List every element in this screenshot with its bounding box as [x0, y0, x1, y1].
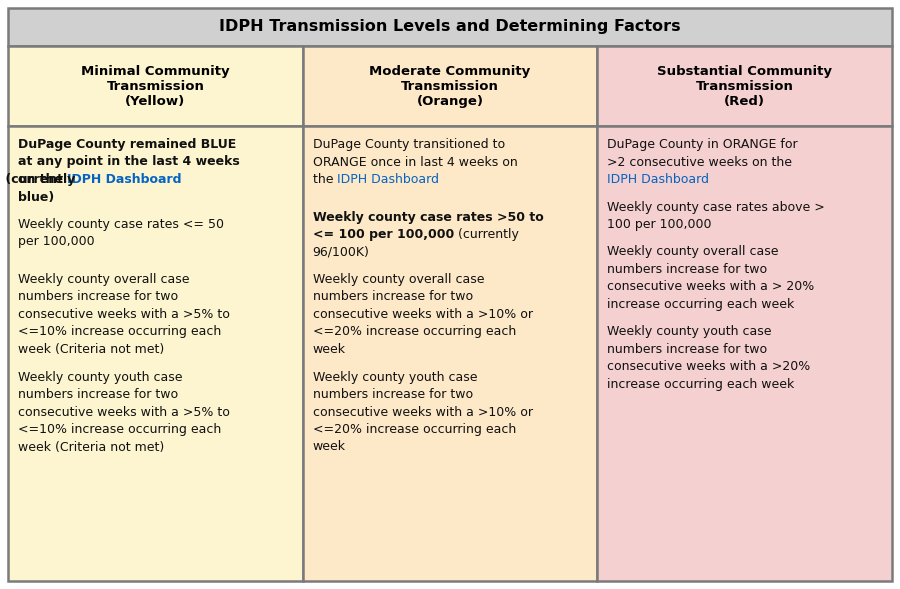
Text: numbers increase for two: numbers increase for two: [312, 290, 472, 303]
Text: Minimal Community
Transmission
(Yellow): Minimal Community Transmission (Yellow): [81, 65, 230, 108]
Text: consecutive weeks with a >10% or: consecutive weeks with a >10% or: [312, 308, 533, 321]
Text: numbers increase for two: numbers increase for two: [608, 263, 768, 276]
Text: 100 per 100,000: 100 per 100,000: [608, 218, 712, 231]
Text: week (Criteria not met): week (Criteria not met): [18, 343, 164, 356]
Text: <= 100 per 100,000: <= 100 per 100,000: [312, 228, 454, 241]
Text: <=10% increase occurring each: <=10% increase occurring each: [18, 423, 221, 436]
Bar: [302, 46, 598, 126]
Text: consecutive weeks with a >10% or: consecutive weeks with a >10% or: [312, 405, 533, 419]
Text: blue): blue): [18, 190, 54, 204]
Text: Weekly county case rates >50 to: Weekly county case rates >50 to: [312, 210, 544, 223]
Text: Weekly county overall case: Weekly county overall case: [608, 246, 778, 259]
Text: ORANGE once in last 4 weeks on: ORANGE once in last 4 weeks on: [312, 155, 518, 168]
Bar: [8, 8, 892, 46]
Bar: [8, 126, 302, 581]
Text: Weekly county youth case: Weekly county youth case: [608, 326, 772, 339]
Text: Weekly county case rates above >: Weekly county case rates above >: [608, 200, 825, 213]
Text: consecutive weeks with a > 20%: consecutive weeks with a > 20%: [608, 280, 814, 293]
Text: numbers increase for two: numbers increase for two: [608, 343, 768, 356]
Text: numbers increase for two: numbers increase for two: [18, 388, 178, 401]
Text: <=20% increase occurring each: <=20% increase occurring each: [312, 326, 516, 339]
Text: IDPH Dashboard: IDPH Dashboard: [68, 173, 182, 186]
Bar: [8, 46, 302, 126]
Text: (currently: (currently: [1, 173, 76, 186]
Text: Moderate Community
Transmission
(Orange): Moderate Community Transmission (Orange): [369, 65, 531, 108]
Text: IDPH Dashboard: IDPH Dashboard: [338, 173, 439, 186]
Text: IDPH Transmission Levels and Determining Factors: IDPH Transmission Levels and Determining…: [220, 19, 680, 35]
Text: on the: on the: [18, 173, 68, 186]
Bar: [598, 126, 892, 581]
Text: per 100,000: per 100,000: [18, 236, 94, 249]
Text: increase occurring each week: increase occurring each week: [608, 298, 795, 311]
Text: Weekly county youth case: Weekly county youth case: [312, 370, 477, 383]
Text: (currently: (currently: [454, 228, 518, 241]
Text: week (Criteria not met): week (Criteria not met): [18, 441, 164, 454]
Text: at any point in the last 4 weeks: at any point in the last 4 weeks: [18, 155, 239, 168]
Text: numbers increase for two: numbers increase for two: [312, 388, 472, 401]
Text: consecutive weeks with a >20%: consecutive weeks with a >20%: [608, 360, 811, 373]
Text: >2 consecutive weeks on the: >2 consecutive weeks on the: [608, 155, 792, 168]
Text: consecutive weeks with a >5% to: consecutive weeks with a >5% to: [18, 405, 230, 419]
Text: increase occurring each week: increase occurring each week: [608, 378, 795, 391]
Text: Weekly county case rates <= 50: Weekly county case rates <= 50: [18, 218, 224, 231]
Text: week: week: [312, 441, 346, 454]
Text: 96/100K): 96/100K): [312, 246, 370, 259]
Text: Weekly county youth case: Weekly county youth case: [18, 370, 183, 383]
Text: <=10% increase occurring each: <=10% increase occurring each: [18, 326, 221, 339]
Text: Weekly county overall case: Weekly county overall case: [312, 273, 484, 286]
Text: consecutive weeks with a >5% to: consecutive weeks with a >5% to: [18, 308, 230, 321]
Text: Substantial Community
Transmission
(Red): Substantial Community Transmission (Red): [657, 65, 832, 108]
Bar: [302, 126, 598, 581]
Text: DuPage County in ORANGE for: DuPage County in ORANGE for: [608, 138, 798, 151]
Text: IDPH Dashboard: IDPH Dashboard: [608, 173, 709, 186]
Text: numbers increase for two: numbers increase for two: [18, 290, 178, 303]
Bar: [598, 46, 892, 126]
Text: <=20% increase occurring each: <=20% increase occurring each: [312, 423, 516, 436]
Text: Weekly county overall case: Weekly county overall case: [18, 273, 190, 286]
Text: the: the: [312, 173, 338, 186]
Text: week: week: [312, 343, 346, 356]
Text: DuPage County transitioned to: DuPage County transitioned to: [312, 138, 505, 151]
Text: DuPage County remained BLUE: DuPage County remained BLUE: [18, 138, 236, 151]
